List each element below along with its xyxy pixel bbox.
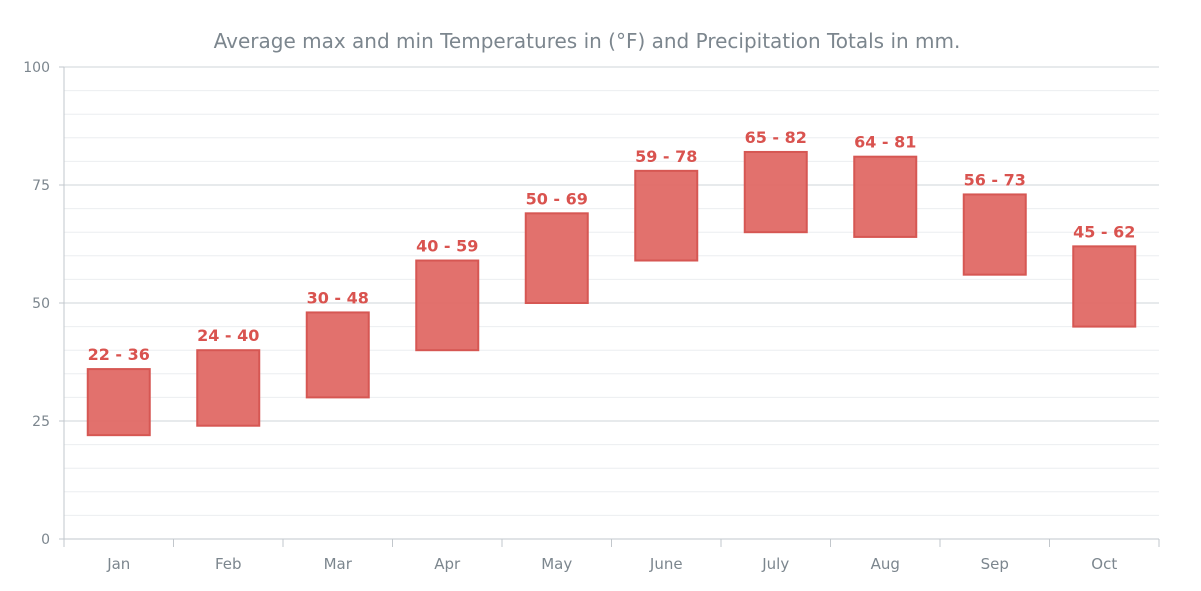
y-tick-label: 50: [32, 296, 50, 312]
x-tick-label: Apr: [434, 555, 461, 573]
data-label: 30 - 48: [307, 288, 369, 307]
range-bar-oct[interactable]: [1072, 245, 1137, 328]
x-tick-label: Aug: [871, 555, 900, 573]
y-tick-label: 0: [41, 532, 50, 548]
data-label: 59 - 78: [635, 147, 697, 166]
gridlines: [64, 66, 1159, 516]
data-label: 65 - 82: [745, 128, 807, 147]
x-tick-label: Feb: [215, 555, 242, 573]
x-tick-label: May: [541, 555, 572, 573]
range-bar-mar[interactable]: [305, 311, 370, 399]
range-bar-aug[interactable]: [853, 155, 918, 238]
range-bar-apr[interactable]: [415, 259, 480, 352]
data-label: 64 - 81: [854, 133, 916, 152]
x-tick-label: June: [649, 555, 683, 573]
x-tick-label: Jan: [106, 555, 130, 573]
bars: [86, 150, 1137, 437]
data-labels: 22 - 36 24 - 40 30 - 48 40 - 59 50 - 69 59 - …: [88, 128, 1136, 364]
data-label: 56 - 73: [964, 170, 1026, 189]
y-tick-label: 25: [32, 414, 50, 430]
data-label: 40 - 59: [416, 237, 478, 256]
data-label: 50 - 69: [526, 189, 588, 208]
chart-title: Average max and min Temperatures in (°F)…: [214, 29, 961, 53]
x-tick-label: Sep: [981, 555, 1009, 573]
range-bar-june[interactable]: [634, 169, 699, 262]
y-tick-label: 75: [32, 178, 50, 194]
axes: 0 25 50 75 100 Jan Feb Mar Apr May June July Aug Sep O…: [23, 60, 1160, 573]
range-bar-feb[interactable]: [196, 349, 261, 427]
y-tick-label: 100: [23, 60, 50, 76]
data-label: 45 - 62: [1073, 222, 1135, 241]
range-bar-jan[interactable]: [86, 368, 151, 437]
data-label: 22 - 36: [88, 345, 150, 364]
data-label: 24 - 40: [197, 326, 259, 345]
range-bar-july[interactable]: [743, 150, 808, 234]
range-bar-sep[interactable]: [962, 193, 1027, 276]
x-tick-label: Mar: [324, 555, 353, 573]
x-tick-label: July: [761, 555, 789, 573]
range-bar-may[interactable]: [524, 212, 589, 305]
x-tick-label: Oct: [1091, 555, 1117, 573]
